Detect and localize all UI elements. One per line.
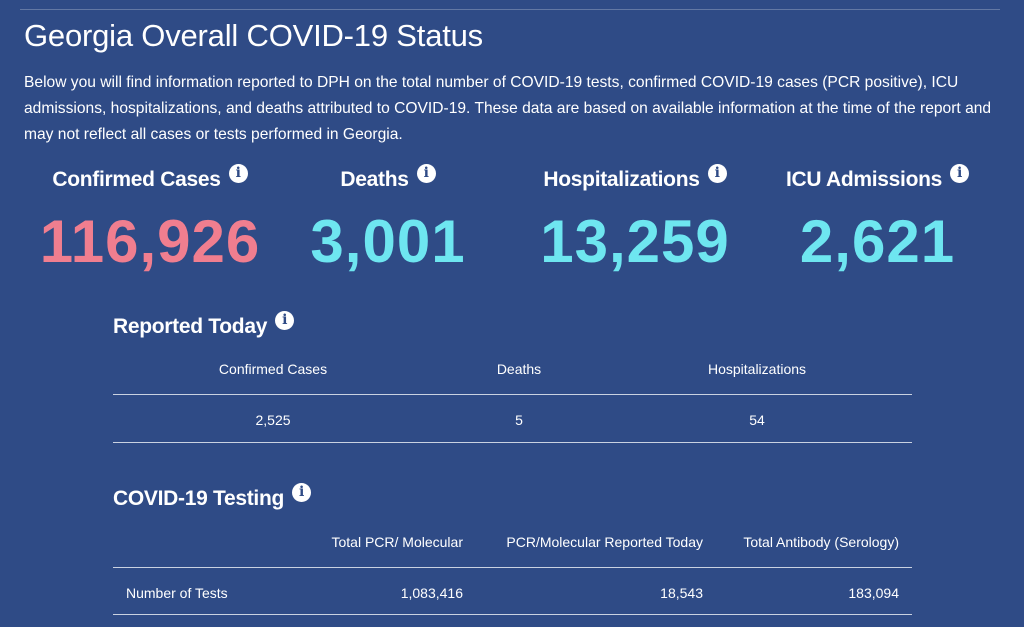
- table-divider: [113, 442, 912, 443]
- stat-confirmed-cases: Confirmed Cases i 116,926: [30, 164, 270, 275]
- reported-today-header: Deaths: [496, 361, 542, 377]
- reported-today-value: 54: [749, 412, 765, 428]
- stat-label: ICU Admissions: [785, 168, 943, 191]
- info-icon[interactable]: i: [228, 164, 248, 183]
- table-divider: [113, 394, 912, 395]
- testing-header: Total PCR/ Molecular: [331, 534, 464, 550]
- stat-label: Deaths: [340, 168, 409, 191]
- reported-today-value: 2,525: [255, 412, 291, 428]
- info-icon[interactable]: i: [707, 164, 727, 183]
- info-icon[interactable]: i: [292, 483, 312, 502]
- testing-value: 1,083,416: [400, 585, 463, 601]
- intro-text: Below you will find information reported…: [24, 74, 992, 143]
- table-divider: [113, 567, 912, 568]
- info-icon[interactable]: i: [416, 164, 436, 183]
- stat-value: 116,926: [39, 208, 261, 275]
- stat-value: 2,621: [799, 208, 956, 275]
- info-icon[interactable]: i: [275, 311, 295, 330]
- testing-value: 183,094: [848, 585, 899, 601]
- stat-icu-admissions: ICU Admissions i 2,621: [770, 164, 985, 275]
- testing-row-label: Number of Tests: [126, 585, 228, 601]
- stat-deaths: Deaths i 3,001: [298, 164, 478, 275]
- testing-value: 18,543: [660, 585, 703, 601]
- table-divider: [113, 614, 912, 615]
- stat-label: Hospitalizations: [543, 168, 700, 191]
- testing-header: Total Antibody (Serology): [743, 534, 899, 550]
- page-title: Georgia Overall COVID-19 Status: [24, 18, 483, 53]
- testing-title: COVID-19 Testing i: [113, 483, 312, 511]
- reported-today-header: Hospitalizations: [707, 361, 807, 377]
- stat-value: 3,001: [310, 208, 466, 275]
- stat-value: 13,259: [540, 208, 730, 275]
- reported-today-title: Reported Today i: [113, 311, 295, 339]
- info-icon[interactable]: i: [950, 164, 970, 183]
- stat-label: Confirmed Cases: [52, 168, 221, 191]
- reported-today-value: 5: [515, 412, 523, 428]
- stat-hospitalizations: Hospitalizations i 13,259: [520, 164, 750, 275]
- testing-header: PCR/Molecular Reported Today: [506, 534, 703, 550]
- top-divider: [20, 9, 1000, 10]
- reported-today-header: Confirmed Cases: [218, 361, 328, 377]
